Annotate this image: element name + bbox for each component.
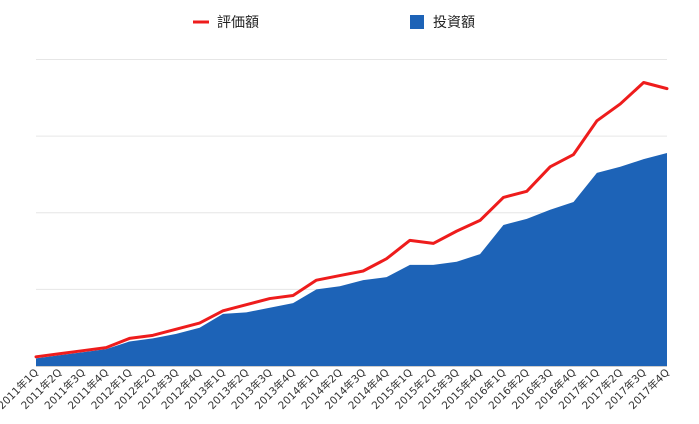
line-series-layer: [34, 80, 669, 359]
legend-label: 評価額: [217, 15, 259, 31]
series-1-point-11: [292, 302, 295, 305]
series-0-point-12: [315, 279, 318, 282]
series-0-point-24: [595, 119, 598, 122]
series-0-point-1: [58, 352, 61, 355]
series-1-point-6: [175, 332, 178, 335]
series-0-point-7: [198, 322, 201, 325]
series-1-point-7: [198, 326, 201, 329]
series-1-point-15: [385, 276, 388, 279]
series-0-point-4: [128, 337, 131, 340]
series-line-0: [34, 80, 669, 359]
series-0-point-6: [175, 328, 178, 331]
series-1-point-18: [455, 260, 458, 263]
series-0-point-23: [572, 153, 575, 156]
series-1-point-9: [245, 311, 248, 314]
series-0-point-0: [35, 355, 38, 358]
series-1-point-26: [642, 158, 645, 161]
series-0-point-14: [362, 269, 365, 272]
series-1-point-16: [408, 263, 411, 266]
series-1-point-21: [525, 217, 528, 220]
series-0-point-21: [525, 190, 528, 193]
legend[interactable]: 評価額 投資額: [193, 15, 475, 31]
series-0-point-19: [479, 219, 482, 222]
legend-item-1[interactable]: 投資額: [410, 15, 475, 31]
series-0-point-13: [338, 274, 341, 277]
series-1-point-17: [432, 263, 435, 266]
series-0-point-25: [619, 102, 622, 105]
series-1-point-5: [151, 337, 154, 340]
series-0-point-27: [666, 87, 669, 90]
series-1-point-27: [666, 151, 669, 154]
series-1-point-12: [315, 288, 318, 291]
x-axis: 2011年1Q2011年2Q2011年3Q2011年4Q2012年1Q2012年…: [0, 366, 672, 412]
series-0-point-22: [549, 165, 552, 168]
series-0-point-2: [81, 349, 84, 352]
series-0-point-11: [292, 294, 295, 297]
series-1-point-24: [595, 171, 598, 174]
series-0-point-20: [502, 196, 505, 199]
series-1-point-10: [268, 306, 271, 309]
series-1-point-19: [479, 253, 482, 256]
series-0-point-18: [455, 230, 458, 233]
series-1-point-13: [338, 285, 341, 288]
series-1-point-20: [502, 224, 505, 227]
legend-item-0[interactable]: 評価額: [193, 15, 259, 31]
series-0-point-9: [245, 303, 248, 306]
area-series-layer: [36, 151, 669, 366]
series-0-point-8: [221, 309, 224, 312]
series-0-point-3: [105, 346, 108, 349]
series-0-point-15: [385, 257, 388, 260]
series-0-point-26: [642, 81, 645, 84]
series-0-point-10: [268, 297, 271, 300]
legend-label: 投資額: [433, 15, 475, 31]
series-0-point-17: [432, 242, 435, 245]
series-0-point-5: [151, 334, 154, 337]
series-area-1: [36, 152, 667, 366]
series-1-point-14: [362, 279, 365, 282]
series-1-point-25: [619, 165, 622, 168]
series-1-point-22: [549, 208, 552, 211]
series-1-point-23: [572, 201, 575, 204]
legend-swatch-square: [410, 15, 424, 29]
series-0-point-16: [408, 239, 411, 242]
